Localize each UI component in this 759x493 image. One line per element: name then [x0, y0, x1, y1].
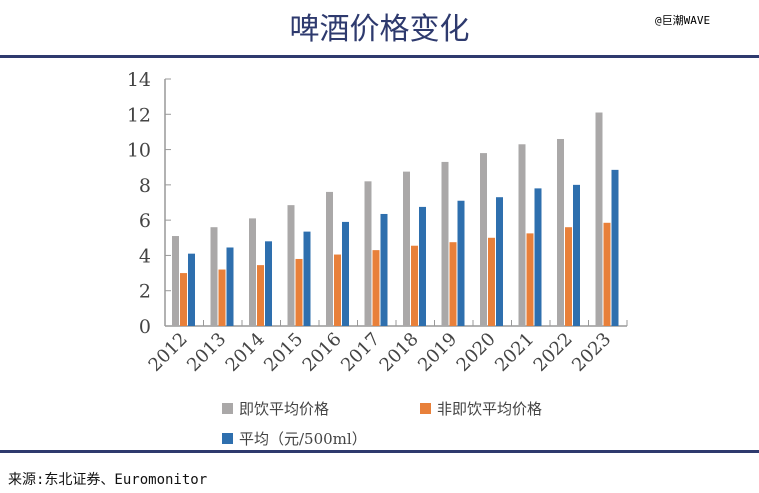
- watermark: @巨潮WAVE: [655, 14, 711, 27]
- bar-average-2020: [496, 197, 503, 326]
- x-tick-label: 2015: [260, 329, 307, 376]
- y-tick-label: 12: [127, 104, 151, 126]
- y-tick-label: 4: [139, 245, 151, 267]
- y-tick-label: 8: [139, 175, 151, 197]
- legend-item-non-ready-to-drink: 非即饮平均价格: [420, 398, 542, 419]
- bar-non-ready-to-drink-2012: [180, 273, 187, 326]
- legend-label: 即饮平均价格: [239, 400, 330, 418]
- x-tick-label: 2020: [453, 329, 500, 376]
- bar-ready-to-drink-2018: [403, 171, 410, 326]
- bar-non-ready-to-drink-2014: [257, 265, 264, 326]
- bar-ready-to-drink-2021: [518, 144, 526, 326]
- bar-chart: 0246810121420122013201420152016201720182…: [127, 69, 628, 376]
- bar-ready-to-drink-2020: [480, 153, 487, 326]
- bar-ready-to-drink-2013: [210, 227, 218, 326]
- bar-non-ready-to-drink-2015: [295, 258, 303, 326]
- bottom-divider: [0, 450, 759, 453]
- chart-title: 啤酒价格变化: [289, 12, 470, 47]
- x-tick-label: 2014: [222, 329, 269, 376]
- x-tick-label: 2012: [145, 329, 192, 376]
- bar-non-ready-to-drink-2016: [334, 254, 341, 326]
- legend-item-average: 平均（元/500ml）: [222, 428, 367, 449]
- legend-label: 非即饮平均价格: [437, 400, 543, 418]
- bar-non-ready-to-drink-2018: [411, 245, 418, 326]
- bar-average-2012: [188, 253, 195, 326]
- bar-non-ready-to-drink-2020: [488, 237, 495, 326]
- bar-non-ready-to-drink-2013: [218, 269, 226, 326]
- bar-average-2014: [265, 241, 272, 326]
- bar-average-2018: [419, 206, 426, 326]
- bar-ready-to-drink-2017: [364, 181, 372, 326]
- bar-ready-to-drink-2019: [441, 161, 449, 326]
- bar-average-2023: [611, 169, 619, 326]
- bar-average-2015: [303, 231, 311, 326]
- bar-ready-to-drink-2023: [595, 112, 603, 327]
- x-tick-label: 2017: [337, 329, 384, 376]
- y-tick-label: 6: [139, 210, 151, 232]
- bar-ready-to-drink-2022: [557, 138, 564, 326]
- x-tick-label: 2023: [568, 329, 615, 376]
- legend-label: 平均（元/500ml）: [239, 430, 367, 448]
- x-tick-label: 2018: [376, 329, 423, 376]
- x-tick-label: 2022: [530, 329, 577, 376]
- y-tick-label: 10: [127, 140, 151, 162]
- bar-ready-to-drink-2012: [172, 236, 179, 326]
- bar-ready-to-drink-2015: [287, 205, 295, 326]
- x-tick-label: 2016: [299, 329, 346, 376]
- x-tick-label: 2013: [183, 329, 230, 376]
- source-note: 来源:东北证券、Euromonitor: [8, 472, 208, 488]
- x-tick-label: 2021: [491, 329, 538, 376]
- bar-average-2022: [573, 184, 580, 326]
- bar-average-2013: [226, 247, 234, 326]
- y-tick-label: 14: [127, 69, 151, 91]
- top-divider: [0, 55, 759, 58]
- legend-item-ready-to-drink: 即饮平均价格: [222, 398, 329, 419]
- bar-ready-to-drink-2014: [249, 218, 256, 326]
- bar-non-ready-to-drink-2017: [372, 250, 380, 326]
- x-tick-label: 2019: [414, 329, 461, 376]
- bar-average-2017: [380, 213, 388, 326]
- y-tick-label: 0: [139, 316, 151, 338]
- legend-swatch: [222, 433, 233, 444]
- bar-average-2021: [534, 188, 542, 326]
- legend-swatch: [222, 403, 233, 414]
- bar-average-2019: [457, 200, 465, 326]
- legend-swatch: [420, 403, 431, 414]
- bar-non-ready-to-drink-2023: [603, 222, 611, 326]
- bar-average-2016: [342, 221, 349, 326]
- y-tick-label: 2: [139, 281, 151, 303]
- bar-non-ready-to-drink-2019: [449, 242, 457, 326]
- bar-ready-to-drink-2016: [326, 191, 333, 326]
- bar-non-ready-to-drink-2022: [565, 227, 572, 326]
- bar-non-ready-to-drink-2021: [526, 233, 534, 326]
